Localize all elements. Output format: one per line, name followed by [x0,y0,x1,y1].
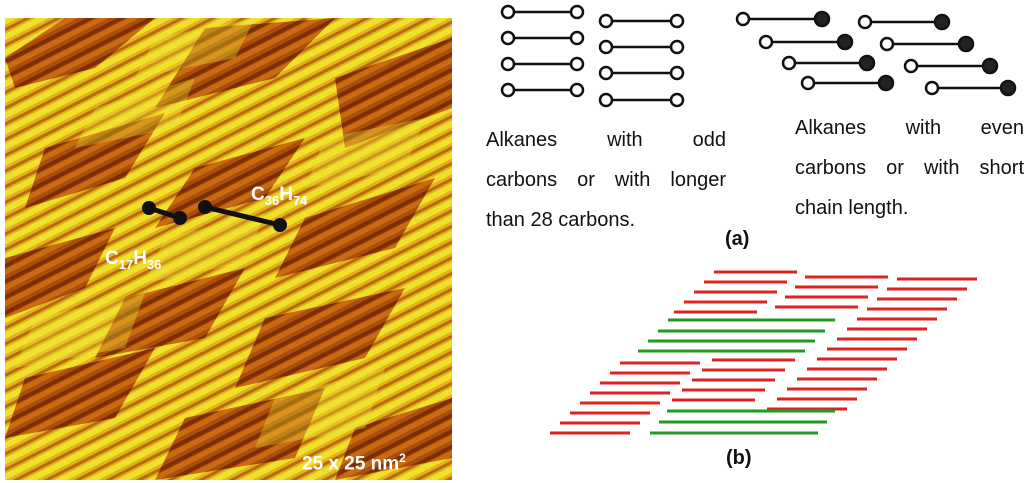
odd-molecule [598,92,685,108]
scale-label: 25 x 25 nm2 [302,451,406,475]
odd-molecule [500,4,585,20]
molecule-label-long: C36H74 [251,184,308,208]
schematic-drawings [500,4,1017,435]
odd-molecule [500,82,585,98]
even-alkane-packing [735,10,1017,97]
stm-image: C36H74 C17H36 25 x 25 nm2 [5,18,452,480]
even-molecule [781,54,876,72]
odd-alkane-caption: Alkanes with odd carbons or with longer … [486,129,726,231]
even-molecule [857,13,951,31]
even-molecule [758,33,854,51]
lamellae-green-lower [650,409,835,435]
molecule-label-short: C17H36 [105,248,162,272]
molecule-marker-long [198,200,287,232]
stm-bright-domains [15,18,425,448]
even-alkane-caption: Alkanes with even carbons or with short … [795,117,1024,219]
even-molecule [800,74,895,92]
even-molecule [924,79,1017,97]
odd-molecule [598,65,685,81]
lamellae-green-upper [638,318,835,353]
even-molecule [879,35,975,53]
odd-molecule [500,30,585,46]
panel-b-tag: (b) [726,447,752,469]
panel-a-tag: (a) [725,228,750,250]
lamellae-red-middle [550,358,795,435]
even-molecule [735,10,831,28]
stm-dark-domains [5,18,452,480]
even-molecule [903,57,999,75]
odd-molecule [598,13,685,29]
lamellae-red-upper [674,270,977,411]
odd-alkane-packing [500,4,685,108]
odd-molecule [598,39,685,55]
molecule-marker-short [142,201,187,225]
odd-molecule [500,56,585,72]
